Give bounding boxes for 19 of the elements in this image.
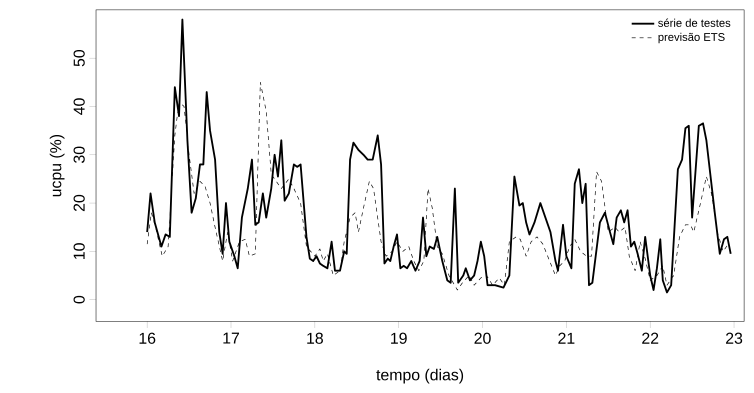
line-series: [146, 18, 732, 294]
x-tick-label: 19: [391, 332, 407, 344]
y-tick-label: 50: [74, 50, 85, 67]
x-tick-label: 17: [223, 332, 240, 344]
y-tick-label: 0: [74, 296, 85, 304]
legend-label: série de testes: [658, 18, 730, 28]
x-tick-label: 18: [307, 332, 323, 344]
y-tick-label: 20: [74, 195, 85, 212]
y-axis-title: ucpu (%): [50, 135, 64, 196]
x-tick-label: 21: [558, 332, 574, 344]
x-axis-title: tempo (dias): [376, 368, 464, 384]
x-tick-label: 16: [140, 332, 156, 344]
legend-label: previsão ETS: [658, 32, 725, 44]
x-tick-label: 22: [642, 332, 658, 344]
y-tick-label: 40: [74, 98, 85, 116]
y-tick-label: 30: [74, 146, 85, 164]
x-tick-label: 20: [474, 332, 491, 344]
y-tick-label: 10: [74, 243, 85, 260]
x-tick-label: 23: [726, 332, 742, 344]
